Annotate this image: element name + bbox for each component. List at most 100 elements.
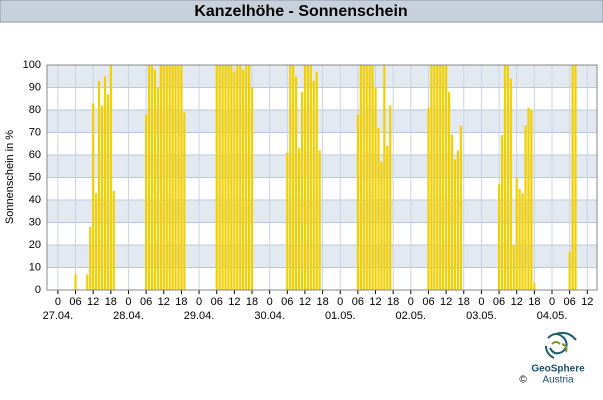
bar (245, 65, 248, 290)
bar (150, 65, 154, 290)
bar (389, 105, 392, 290)
day-label: 27.04. (43, 310, 74, 322)
y-tick-label: 20 (29, 239, 41, 251)
bar (380, 161, 383, 290)
x-tick-label: 18 (316, 296, 328, 308)
bar (500, 134, 504, 290)
bar (368, 65, 371, 290)
bar (215, 65, 218, 290)
bar (574, 65, 577, 290)
x-tick-label: 12 (369, 296, 381, 308)
x-tick-label: 0 (337, 296, 343, 308)
x-tick-label: 06 (564, 296, 576, 308)
bar (303, 65, 307, 290)
bar (306, 65, 309, 290)
x-tick-label: 12 (511, 296, 523, 308)
x-tick-label: 06 (352, 296, 364, 308)
bar (512, 245, 515, 290)
grid-band (47, 155, 597, 178)
y-tick-label: 70 (29, 126, 41, 138)
bar (506, 65, 509, 290)
bar (162, 65, 165, 290)
bar (247, 65, 251, 290)
bar (92, 103, 95, 290)
x-tick-label: 06 (211, 296, 223, 308)
x-tick-label: 0 (478, 296, 484, 308)
bar (295, 76, 298, 290)
bar (497, 184, 501, 290)
bar (456, 150, 459, 290)
bar (156, 87, 159, 290)
day-label: 30.04. (254, 310, 285, 322)
bar (286, 152, 289, 290)
bar (233, 71, 236, 290)
bar (509, 78, 512, 290)
y-tick-label: 30 (29, 216, 41, 228)
x-tick-label: 06 (69, 296, 81, 308)
chart-title: Kanzelhöhe - Sonnenschein (194, 3, 407, 20)
bar (356, 114, 359, 290)
bar (292, 65, 295, 290)
y-tick-label: 50 (29, 171, 41, 183)
x-tick-label: 0 (125, 296, 131, 308)
bar (180, 65, 183, 290)
bar (159, 65, 162, 290)
x-tick-label: 12 (581, 296, 593, 308)
x-tick-label: 18 (175, 296, 187, 308)
grid-band (47, 200, 597, 223)
x-tick-label: 12 (87, 296, 99, 308)
bar (109, 65, 112, 290)
bar (224, 65, 227, 290)
bar (89, 227, 92, 290)
bar (221, 65, 224, 290)
bar (300, 92, 304, 290)
bar (362, 65, 365, 290)
bar (515, 177, 518, 290)
x-tick-label: 0 (408, 296, 414, 308)
bar (386, 146, 389, 290)
y-tick-label: 40 (29, 194, 41, 206)
bar (571, 65, 574, 290)
bar (297, 148, 301, 290)
bar (309, 65, 312, 290)
day-label: 29.04. (184, 310, 215, 322)
day-label: 02.05. (396, 310, 427, 322)
x-tick-label: 06 (493, 296, 505, 308)
y-tick-label: 60 (29, 149, 41, 161)
bar (230, 65, 233, 290)
bar (427, 107, 430, 290)
bar (145, 114, 148, 290)
bar (568, 251, 571, 290)
bar (527, 107, 530, 290)
logo-sub: Austria (542, 375, 574, 386)
x-tick-label: 18 (105, 296, 117, 308)
bar (459, 125, 462, 290)
bar (374, 87, 377, 290)
bar (450, 134, 454, 290)
plot-border (46, 64, 598, 291)
x-tick-label: 0 (549, 296, 555, 308)
y-tick-label: 90 (29, 81, 41, 93)
bar (168, 65, 171, 290)
x-tick-label: 0 (267, 296, 273, 308)
bar (153, 69, 157, 290)
bar (227, 65, 230, 290)
bar (445, 65, 448, 290)
x-tick-label: 12 (440, 296, 452, 308)
bar (530, 110, 533, 290)
x-tick-label: 0 (196, 296, 202, 308)
bar (103, 76, 107, 290)
x-tick-label: 12 (299, 296, 311, 308)
x-tick-label: 12 (158, 296, 170, 308)
x-tick-label: 18 (458, 296, 470, 308)
bar (239, 65, 242, 290)
x-tick-label: 18 (246, 296, 258, 308)
bar (436, 65, 439, 290)
x-tick-label: 18 (387, 296, 399, 308)
logo-name: GeoSphere (531, 364, 585, 375)
bar (312, 80, 315, 290)
bar (453, 159, 457, 290)
y-axis-label: Sonnenschein in % (4, 130, 16, 224)
y-tick-label: 10 (29, 261, 41, 273)
